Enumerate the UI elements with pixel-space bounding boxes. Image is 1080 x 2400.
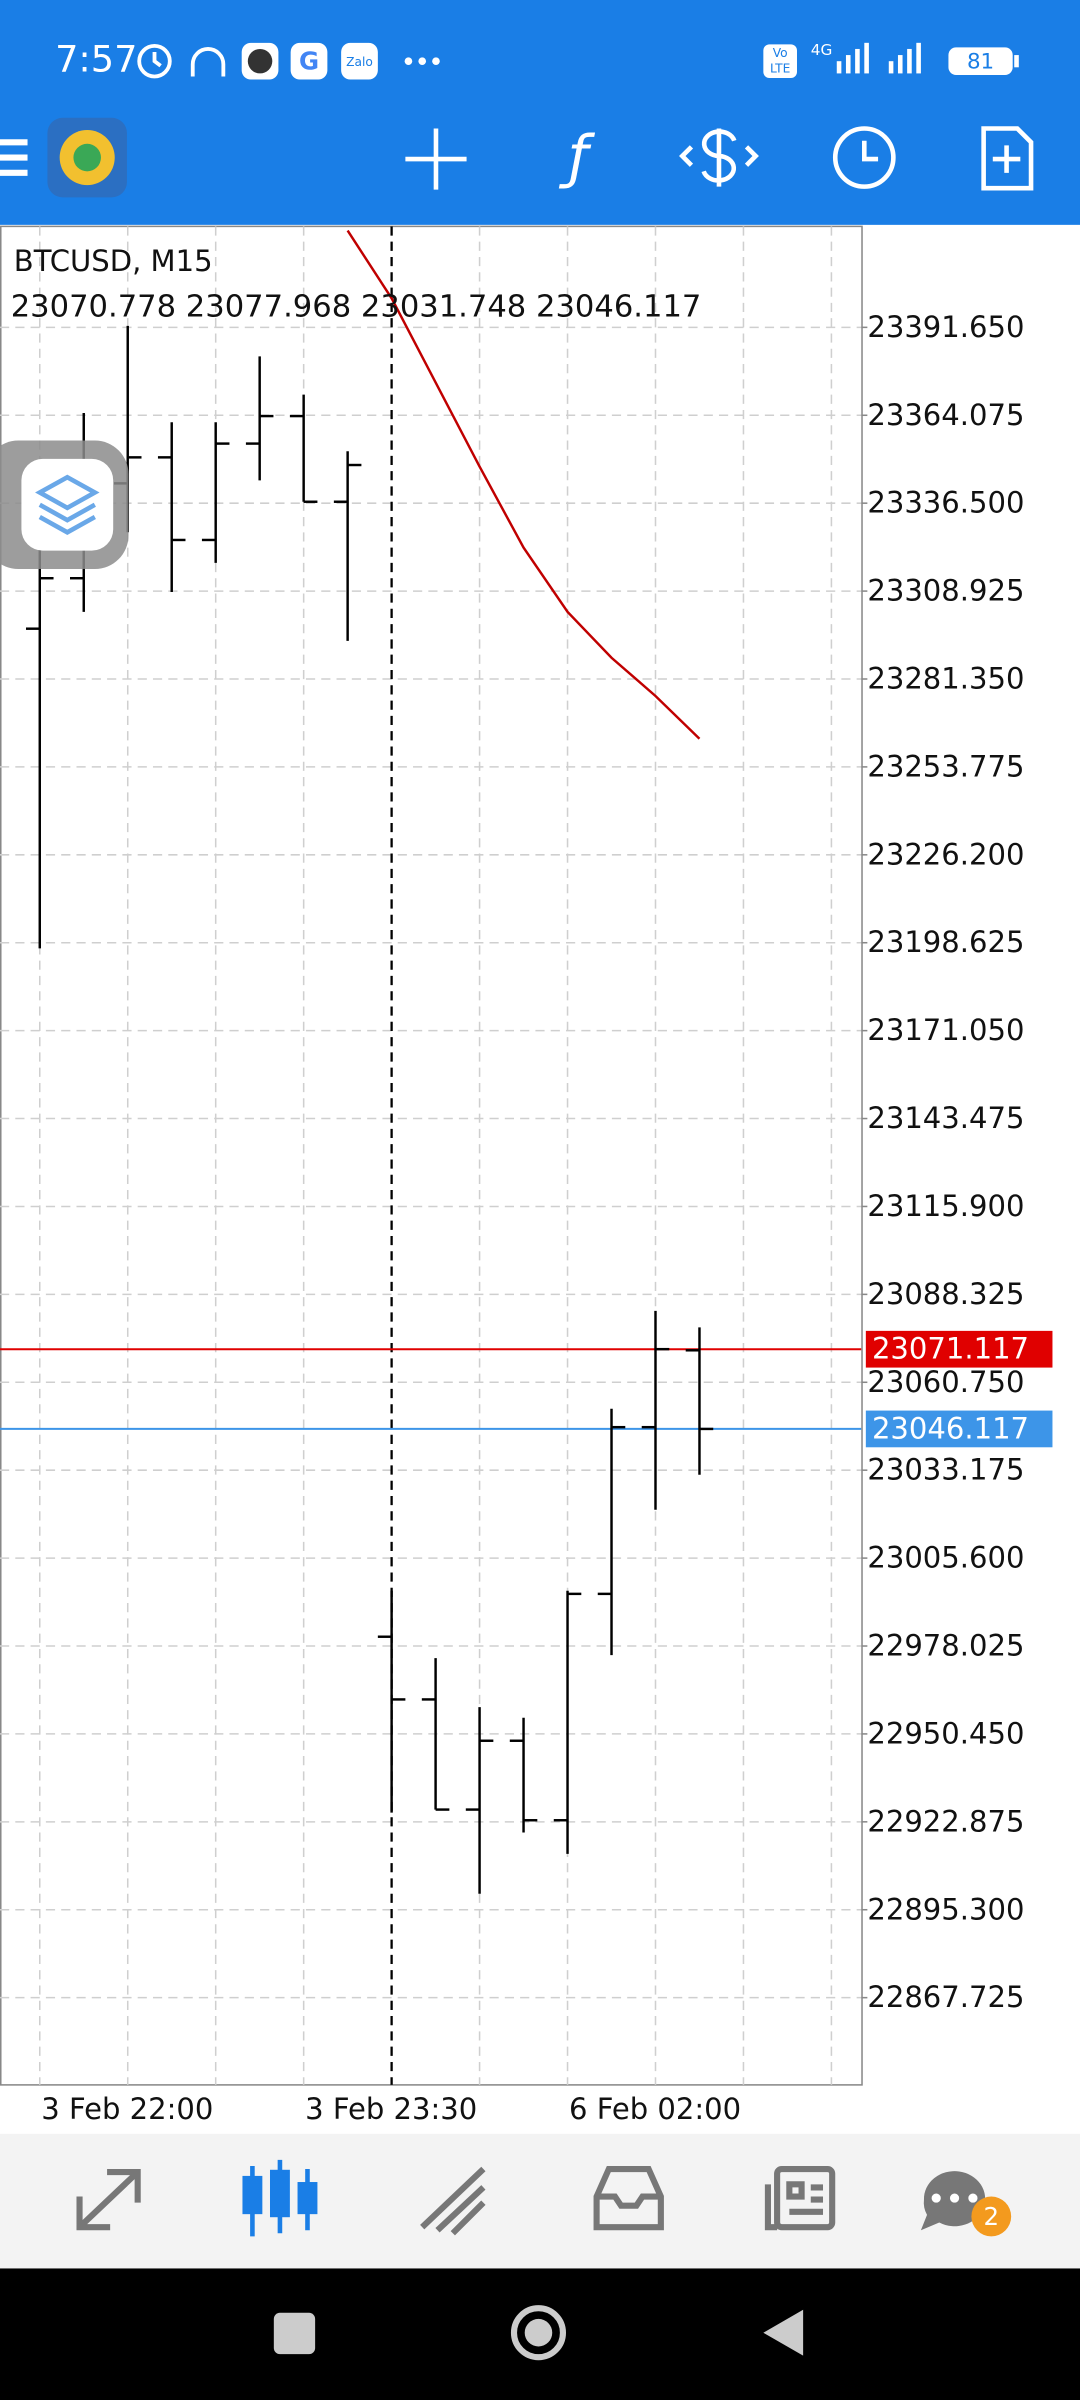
new-order-button[interactable]	[981, 126, 1034, 191]
y-tick-label: 23198.625	[867, 925, 1024, 959]
trade-tab[interactable]	[420, 2166, 486, 2236]
y-tick-label: 22895.300	[867, 1892, 1024, 1926]
zalo-icon	[341, 42, 378, 80]
y-tick-label: 23088.325	[867, 1277, 1024, 1311]
ask-line-tag	[865, 1330, 1053, 1368]
ohlc-value: 23046.117	[536, 289, 701, 324]
google-icon	[290, 42, 328, 80]
moving-average	[346, 229, 701, 740]
floating-icon	[35, 474, 100, 535]
y-tick-label: 22950.450	[867, 1716, 1024, 1750]
crosshair-button[interactable]	[405, 128, 467, 190]
chat-badge	[971, 2196, 1012, 2237]
y-tick-label: 23226.200	[867, 837, 1024, 871]
y-tick-label: 23308.925	[867, 574, 1024, 608]
chat-dots	[931, 2193, 978, 2203]
status-time: 7:57	[55, 38, 137, 81]
volte-label: LTE	[770, 61, 790, 75]
recents-button[interactable]	[273, 2312, 316, 2355]
battery-tip	[1014, 55, 1019, 68]
more-dots	[404, 57, 440, 66]
chart-area	[0, 225, 863, 2086]
y-tick-label: 23115.900	[867, 1189, 1024, 1223]
y-tick-label: 22922.875	[867, 1804, 1024, 1838]
home-button[interactable]	[510, 2305, 567, 2361]
y-tick-label: 23143.475	[867, 1101, 1024, 1135]
trade-button[interactable]	[679, 128, 759, 187]
y-tick-label: 23060.750	[867, 1365, 1024, 1399]
signal-icons	[836, 42, 921, 74]
y-tick-label: 23253.775	[867, 749, 1024, 783]
period-button[interactable]	[832, 126, 896, 189]
battery	[948, 47, 1013, 75]
news-tab[interactable]	[764, 2165, 836, 2231]
y-tick-label: 23281.350	[867, 662, 1024, 696]
x-tick-label: 6 Feb 02:00	[569, 2092, 741, 2126]
battery-level: 81	[967, 50, 994, 75]
home-button	[524, 2318, 553, 2347]
volte-icon	[763, 44, 797, 79]
ohlc-value: 23077.968	[186, 289, 351, 324]
menu-button[interactable]	[0, 139, 28, 176]
floating-button	[21, 458, 114, 551]
plot	[0, 226, 862, 2085]
x-tick-label: 3 Feb 22:00	[41, 2092, 213, 2126]
ohlc-value: 23031.748	[361, 289, 526, 324]
bid-line-label: 23046.117	[872, 1411, 1029, 1445]
chart-tab[interactable]	[242, 2159, 318, 2237]
zalo-label: Zalo	[346, 55, 373, 69]
y-tick-label: 23336.500	[867, 486, 1024, 520]
y-tick-label: 23005.600	[867, 1541, 1024, 1575]
status-icons	[137, 43, 226, 79]
volte-label: Vo	[773, 46, 788, 60]
y-tick-label: 22978.025	[867, 1629, 1024, 1663]
app-icon	[247, 48, 273, 74]
back-button[interactable]	[763, 2309, 804, 2356]
app-header	[0, 0, 1080, 225]
quotes-tab[interactable]	[76, 2169, 141, 2231]
bid-line-tag	[865, 1410, 1053, 1448]
ohlc-value: 23070.778	[11, 289, 176, 324]
y-tick-label: 23171.050	[867, 1013, 1024, 1047]
chart-title: BTCUSD, M15	[14, 244, 213, 278]
google-icon: G	[299, 47, 319, 76]
app-logo	[73, 143, 101, 172]
ohlc-header: 23070.778 23077.968 23031.748 23046.117	[11, 289, 702, 324]
x-tick-label: 3 Feb 23:30	[305, 2092, 477, 2126]
y-tick-label: 22867.725	[867, 1980, 1024, 2014]
bottom-nav	[0, 2133, 1080, 2269]
y-tick-label: 23391.650	[867, 310, 1024, 344]
chat-badge-count: 2	[983, 2202, 999, 2231]
ask-line-label: 23071.117	[872, 1332, 1029, 1366]
network-label: 4G	[811, 41, 833, 59]
history-tab[interactable]	[593, 2165, 664, 2231]
y-tick-label: 23364.075	[867, 398, 1024, 432]
y-tick-label: 23033.175	[867, 1453, 1024, 1487]
